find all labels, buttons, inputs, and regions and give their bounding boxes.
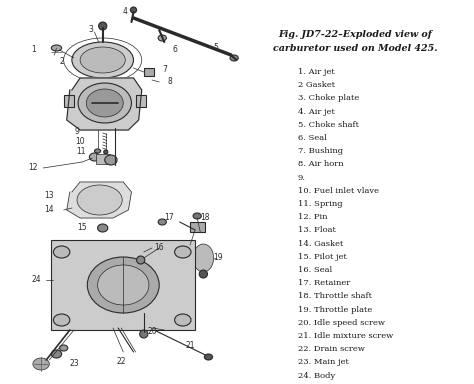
Text: 5. Choke shaft: 5. Choke shaft	[298, 121, 359, 129]
Text: 21. Idle mixture screw: 21. Idle mixture screw	[298, 332, 393, 340]
Ellipse shape	[54, 314, 70, 326]
Text: 20: 20	[147, 328, 157, 336]
Ellipse shape	[80, 47, 125, 73]
Text: 6: 6	[172, 45, 177, 55]
Text: 13. Float: 13. Float	[298, 227, 336, 234]
Text: 7. Bushing: 7. Bushing	[298, 147, 343, 155]
Text: 10. Fuel inlet vlave: 10. Fuel inlet vlave	[298, 187, 379, 195]
Ellipse shape	[54, 246, 70, 258]
Text: 15: 15	[77, 223, 87, 232]
Ellipse shape	[98, 265, 149, 305]
Ellipse shape	[72, 42, 134, 78]
Text: 3. Choke plate: 3. Choke plate	[298, 94, 359, 103]
Bar	[190, 222, 205, 232]
Text: 22. Drain screw: 22. Drain screw	[298, 345, 365, 353]
Ellipse shape	[87, 257, 159, 313]
Ellipse shape	[98, 224, 108, 232]
Text: 1: 1	[31, 45, 36, 55]
Text: 16: 16	[155, 243, 164, 253]
Ellipse shape	[174, 314, 191, 326]
Ellipse shape	[105, 155, 117, 165]
Text: 21: 21	[185, 341, 195, 349]
Ellipse shape	[86, 89, 123, 117]
Text: 19. Throttle plate: 19. Throttle plate	[298, 306, 372, 314]
Bar	[51, 240, 195, 330]
Polygon shape	[67, 182, 131, 218]
Text: 12: 12	[28, 164, 37, 172]
Bar	[96, 154, 110, 164]
Ellipse shape	[33, 358, 49, 370]
Ellipse shape	[99, 22, 107, 30]
Ellipse shape	[51, 350, 62, 358]
Text: 4: 4	[123, 8, 128, 17]
Ellipse shape	[130, 7, 137, 13]
Text: 11. Spring: 11. Spring	[298, 200, 342, 208]
Ellipse shape	[204, 354, 212, 360]
Text: 22: 22	[117, 358, 126, 366]
Ellipse shape	[78, 83, 131, 123]
Bar	[64, 95, 74, 107]
Text: 20. Idle speed screw: 20. Idle speed screw	[298, 319, 385, 327]
Text: 13: 13	[45, 190, 54, 200]
Text: 19: 19	[213, 253, 222, 263]
Text: 1. Air jet: 1. Air jet	[298, 68, 335, 76]
Text: 14. Gasket: 14. Gasket	[298, 240, 343, 248]
Text: 2 Gasket: 2 Gasket	[298, 81, 335, 89]
Ellipse shape	[140, 330, 148, 338]
Text: 17: 17	[164, 214, 174, 222]
Ellipse shape	[193, 244, 214, 272]
Text: 18. Throttle shaft: 18. Throttle shaft	[298, 292, 372, 300]
Text: 12. Pin: 12. Pin	[298, 213, 327, 221]
Ellipse shape	[158, 35, 166, 41]
Bar	[144, 68, 154, 76]
Ellipse shape	[94, 149, 100, 153]
Ellipse shape	[51, 45, 62, 51]
Ellipse shape	[199, 270, 208, 278]
Text: 17. Retainer: 17. Retainer	[298, 279, 350, 287]
Text: 10: 10	[75, 137, 85, 147]
Text: 18: 18	[201, 214, 210, 222]
Ellipse shape	[230, 55, 238, 61]
Ellipse shape	[174, 246, 191, 258]
Text: 11: 11	[76, 147, 86, 156]
Text: 3: 3	[88, 25, 93, 35]
Text: 23: 23	[69, 359, 79, 369]
Text: 15. Pilot jet: 15. Pilot jet	[298, 253, 346, 261]
Polygon shape	[67, 78, 142, 130]
Text: 24. Body: 24. Body	[298, 372, 335, 380]
Text: Fig. JD7-22–Exploded view of: Fig. JD7-22–Exploded view of	[279, 30, 432, 39]
Text: 2: 2	[59, 58, 64, 66]
Ellipse shape	[158, 219, 166, 225]
Text: carburetor used on Model 425.: carburetor used on Model 425.	[273, 44, 438, 53]
Ellipse shape	[193, 213, 201, 219]
Text: 9.: 9.	[298, 174, 306, 182]
Ellipse shape	[104, 150, 108, 154]
Ellipse shape	[77, 185, 122, 215]
Text: 4. Air jet: 4. Air jet	[298, 108, 335, 116]
Text: 16. Seal: 16. Seal	[298, 266, 332, 274]
Ellipse shape	[137, 256, 145, 264]
Text: 23. Main jet: 23. Main jet	[298, 358, 349, 366]
Ellipse shape	[89, 153, 100, 161]
Text: 5: 5	[213, 43, 218, 53]
Bar	[136, 95, 146, 107]
Text: 8. Air horn: 8. Air horn	[298, 161, 343, 169]
Ellipse shape	[60, 345, 68, 351]
Text: 14: 14	[45, 205, 54, 215]
Text: 9: 9	[74, 127, 80, 136]
Text: 6. Seal: 6. Seal	[298, 134, 327, 142]
Text: 24: 24	[31, 275, 41, 285]
Text: 7: 7	[162, 66, 167, 74]
Text: 8: 8	[167, 78, 172, 86]
